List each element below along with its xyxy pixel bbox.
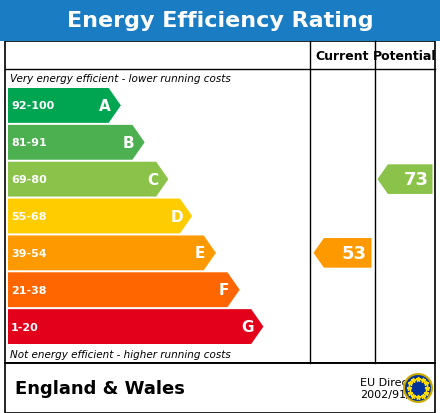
Polygon shape (8, 273, 240, 307)
Polygon shape (378, 165, 433, 195)
Text: 2002/91/EC: 2002/91/EC (360, 389, 425, 399)
Text: 55-68: 55-68 (11, 211, 47, 221)
Polygon shape (8, 309, 264, 344)
Text: 92-100: 92-100 (11, 101, 54, 111)
Text: Potential: Potential (373, 50, 437, 62)
Polygon shape (8, 89, 121, 123)
Polygon shape (8, 126, 145, 160)
Text: F: F (219, 282, 229, 297)
Text: 39-54: 39-54 (11, 248, 47, 258)
Text: 69-80: 69-80 (11, 175, 47, 185)
Text: E: E (195, 246, 205, 261)
Text: B: B (123, 135, 135, 150)
Text: Energy Efficiency Rating: Energy Efficiency Rating (67, 11, 373, 31)
Text: D: D (170, 209, 183, 224)
Bar (5, 42, 435, 363)
Text: G: G (242, 319, 254, 334)
Text: 1-20: 1-20 (11, 322, 39, 332)
Polygon shape (8, 199, 192, 234)
Text: England & Wales: England & Wales (15, 379, 185, 397)
Text: Very energy efficient - lower running costs: Very energy efficient - lower running co… (10, 74, 231, 84)
Polygon shape (313, 238, 371, 268)
Polygon shape (8, 236, 216, 271)
Text: EU Directive: EU Directive (360, 377, 429, 387)
Text: 21-38: 21-38 (11, 285, 47, 295)
Text: 53: 53 (341, 244, 367, 262)
Bar (0, 0, 440, 42)
Bar (5, 363, 435, 413)
Text: 73: 73 (403, 171, 429, 189)
Text: Not energy efficient - higher running costs: Not energy efficient - higher running co… (10, 349, 231, 359)
Polygon shape (8, 162, 169, 197)
Text: C: C (147, 172, 158, 187)
Text: 81-91: 81-91 (11, 138, 47, 148)
Text: Current: Current (316, 50, 369, 62)
Circle shape (404, 374, 432, 402)
Text: A: A (99, 99, 111, 114)
